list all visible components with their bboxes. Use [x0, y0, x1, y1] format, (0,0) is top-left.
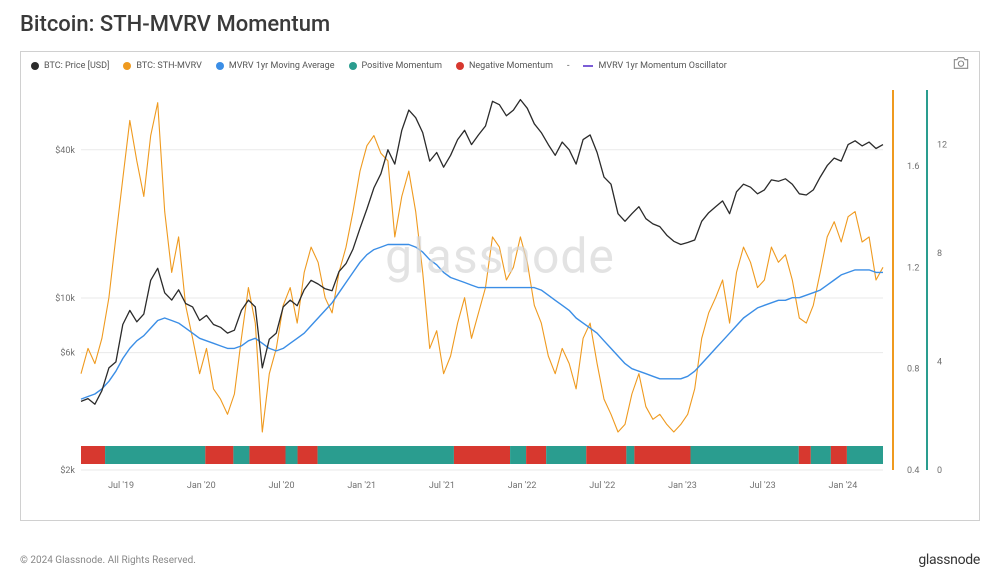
legend-label: MVRV 1yr Moving Average — [229, 61, 335, 71]
legend-item[interactable]: MVRV 1yr Momentum Oscillator — [583, 61, 726, 71]
svg-text:Jan '22: Jan '22 — [508, 481, 537, 491]
legend-label: - — [567, 61, 570, 71]
chart-plot[interactable]: $2k $6k $10k $40k Jul '19 Jan '20 Jul '20 Jan '… — [31, 80, 969, 500]
svg-text:Jul '20: Jul '20 — [268, 481, 294, 491]
svg-text:Jan '21: Jan '21 — [347, 481, 376, 491]
legend-swatch — [583, 65, 593, 67]
legend-swatch — [349, 62, 357, 70]
svg-text:Jul '23: Jul '23 — [750, 481, 776, 491]
legend-label: Positive Momentum — [362, 61, 442, 71]
svg-text:Jul '21: Jul '21 — [429, 481, 455, 491]
svg-text:Jul '19: Jul '19 — [108, 481, 134, 491]
svg-text:Jan '23: Jan '23 — [668, 481, 697, 491]
legend-swatch — [31, 62, 39, 70]
svg-text:$2k: $2k — [60, 465, 75, 476]
legend-swatch — [456, 62, 464, 70]
legend-swatch — [216, 62, 224, 70]
legend-item[interactable]: BTC: STH-MVRV — [123, 61, 201, 71]
svg-text:1.2: 1.2 — [907, 263, 920, 273]
copyright-text: © 2024 Glassnode. All Rights Reserved. — [20, 555, 196, 566]
legend-label: BTC: STH-MVRV — [136, 61, 201, 71]
legend-item[interactable]: - — [567, 61, 570, 71]
svg-text:0: 0 — [937, 466, 942, 476]
legend-label: Negative Momentum — [469, 61, 553, 71]
svg-text:$6k: $6k — [60, 348, 75, 359]
brand-logo: glassnode — [918, 552, 980, 568]
svg-text:Jul '22: Jul '22 — [589, 481, 615, 491]
svg-text:$40k: $40k — [55, 145, 75, 156]
svg-text:4: 4 — [937, 357, 942, 367]
page-title: Bitcoin: STH-MVRV Momentum — [0, 0, 1000, 43]
svg-text:0.8: 0.8 — [907, 365, 920, 375]
legend-item[interactable]: MVRV 1yr Moving Average — [216, 61, 335, 71]
svg-text:1.6: 1.6 — [907, 162, 920, 172]
svg-text:Jan '20: Jan '20 — [187, 481, 216, 491]
legend-item[interactable]: Negative Momentum — [456, 61, 553, 71]
legend-label: MVRV 1yr Momentum Oscillator — [598, 61, 726, 71]
svg-text:12: 12 — [937, 140, 947, 150]
screenshot-icon[interactable] — [953, 56, 969, 70]
chart-legend: BTC: Price [USD] BTC: STH-MVRV MVRV 1yr Mo… — [31, 58, 969, 74]
svg-text:8: 8 — [937, 249, 942, 259]
legend-swatch — [123, 62, 131, 70]
chart-frame: BTC: Price [USD] BTC: STH-MVRV MVRV 1yr Mo… — [20, 51, 980, 521]
legend-item[interactable]: Positive Momentum — [349, 61, 442, 71]
legend-label: BTC: Price [USD] — [44, 61, 109, 71]
legend-item[interactable]: BTC: Price [USD] — [31, 61, 109, 71]
svg-text:$10k: $10k — [55, 293, 75, 304]
footer: © 2024 Glassnode. All Rights Reserved. g… — [20, 552, 980, 568]
svg-text:0.4: 0.4 — [907, 466, 920, 476]
svg-text:Jan '24: Jan '24 — [829, 481, 858, 491]
